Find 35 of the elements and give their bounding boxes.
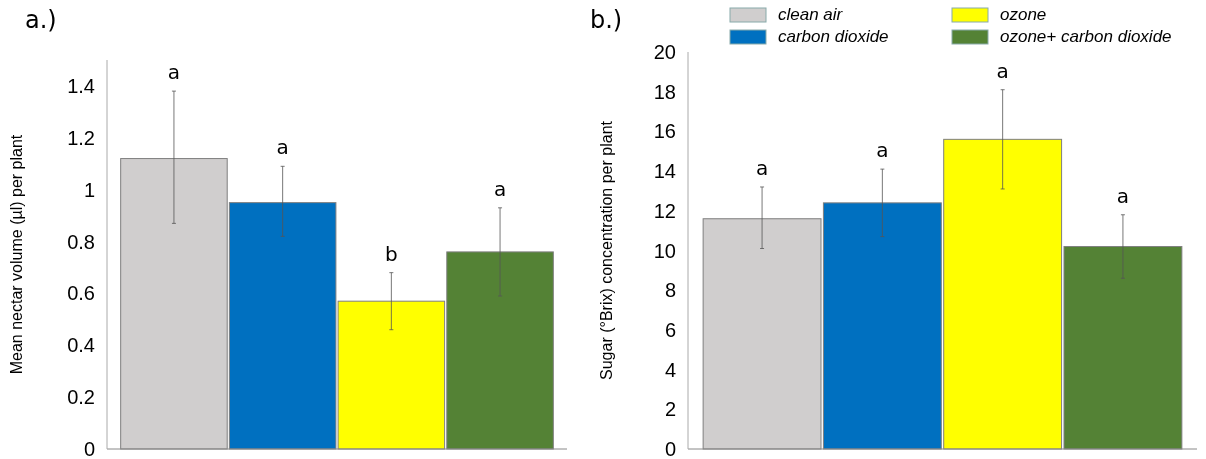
y-tick-label: 0.2 (67, 386, 95, 409)
chart-title: b.) (590, 6, 623, 34)
annotation: a (167, 60, 181, 85)
y-tick-label: 0 (83, 438, 95, 459)
y-tick-label: 6 (664, 318, 676, 341)
legend-label: carbon dioxide (778, 27, 889, 46)
chart-title: a.) (25, 6, 57, 34)
y-tick-label: 10 (653, 239, 676, 262)
legend-label: ozone (1000, 5, 1047, 24)
y-tick-label: 16 (653, 120, 676, 143)
annotation: a (876, 138, 889, 163)
annotation: a (493, 176, 507, 201)
y-tick-label: 0.6 (67, 282, 95, 305)
y-tick-label: 2 (664, 398, 676, 421)
y-tick-label: 0.4 (67, 334, 95, 357)
y-tick-label: 0 (664, 438, 676, 459)
y-tick-label: 8 (664, 279, 676, 302)
y-tick-label: 20 (653, 41, 676, 63)
annotation: a (1116, 183, 1130, 208)
y-tick-label: 1.4 (67, 74, 95, 97)
y-axis-title: Mean nectar volume (µl) per plant (8, 134, 25, 375)
y-tick-label: 4 (664, 358, 676, 381)
legend-label: clean air (778, 5, 844, 24)
legend-label: ozone+ carbon dioxide (1000, 27, 1172, 46)
y-tick-label: 0.8 (67, 230, 95, 253)
y-tick-label: 14 (653, 160, 676, 183)
annotation: a (276, 135, 289, 160)
y-axis-title: Sugar (°Brix) concentration per plant (598, 120, 615, 380)
y-tick-label: 12 (653, 199, 676, 222)
annotation: a (996, 58, 1009, 83)
annotation: b (385, 241, 398, 266)
y-tick-label: 1.2 (67, 126, 95, 149)
y-tick-label: 1 (83, 178, 95, 201)
y-tick-label: 18 (653, 80, 676, 103)
annotation: a (755, 155, 769, 180)
